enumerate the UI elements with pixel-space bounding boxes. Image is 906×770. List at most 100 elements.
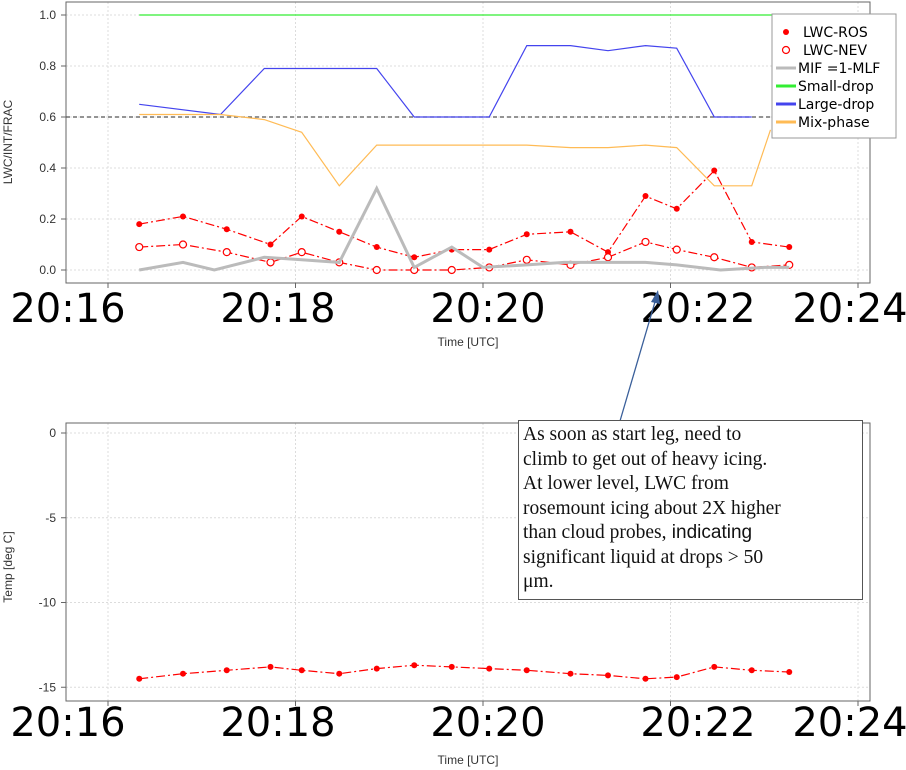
x-tick-label: 20:24: [792, 286, 906, 332]
legend-marker: [783, 29, 789, 35]
x-tick-label: 20:18: [220, 286, 335, 332]
arrow-shaft: [619, 294, 658, 422]
data-point-temp: [786, 668, 793, 675]
y-axis-title: Temp [deg C]: [1, 531, 15, 602]
data-point-temp: [223, 667, 230, 674]
y-tick-label: 1.0: [39, 8, 56, 22]
data-point-lwc-nev: [135, 242, 144, 252]
data-point-lwc-ros: [486, 246, 493, 253]
plot-frame: [65, 422, 871, 702]
series-line-mif-1-mlf: [138, 184, 790, 272]
y-tick-label: 0.0: [39, 263, 56, 277]
data-point-lwc-ros: [523, 231, 530, 238]
data-point-lwc-nev: [710, 253, 719, 262]
data-point-temp: [298, 667, 305, 674]
y-tick-label: 0.6: [39, 110, 56, 124]
data-point-temp: [180, 670, 186, 677]
legend-label: Mix-phase: [798, 115, 870, 131]
data-point-temp: [267, 663, 274, 670]
annotation-text: indicating: [666, 522, 753, 543]
data-point-lwc-ros: [373, 244, 380, 251]
data-point-lwc-ros: [642, 193, 649, 200]
y-tick-label: 0.2: [39, 212, 56, 226]
y-tick-label: 0: [49, 426, 56, 440]
annotation-line: rosemount icing about 2X higher: [523, 497, 781, 519]
data-point-lwc-ros: [180, 213, 186, 220]
y-tick-label: -5: [45, 511, 56, 525]
x-tick-label: 20:22: [640, 700, 755, 746]
annotation-line: At lower level, LWC from: [523, 473, 729, 494]
y-tick-label: 0.4: [39, 161, 56, 175]
y-tick-label: 0.8: [39, 59, 56, 73]
data-point-lwc-ros: [673, 205, 680, 212]
data-point-temp: [486, 665, 493, 672]
data-point-lwc-nev: [266, 258, 275, 267]
legend-box: [771, 13, 897, 139]
data-point-lwc-nev: [641, 237, 650, 247]
data-point-temp: [336, 670, 343, 677]
y-tick-label: -10: [39, 596, 57, 610]
legend: LWC-ROS LWC-NEV MIF =1-MLF Small-drop Large-…: [771, 13, 897, 139]
plot-frame: [65, 1, 871, 284]
data-point-temp: [136, 675, 143, 682]
x-axis-title: Time [UTC]: [438, 335, 499, 349]
data-point-temp: [567, 670, 574, 677]
legend-label: LWC-NEV: [803, 43, 868, 59]
data-point-temp: [605, 672, 611, 679]
x-tick-label: 20:20: [430, 286, 545, 332]
series-line-large-drop: [139, 44, 752, 118]
temperature-chart: 0 -5 -10 -15 20:16 20:18 20:20 20:22 20:24 Time […: [1, 422, 906, 767]
data-point-lwc-nev: [178, 240, 188, 249]
data-point-lwc-nev: [522, 255, 531, 264]
series-line-lwc-ros: [139, 169, 790, 258]
data-point-temp: [373, 665, 380, 672]
data-point-lwc-nev: [603, 253, 613, 262]
series-line-mix-phase: [139, 113, 772, 187]
legend-label: Small-drop: [798, 79, 874, 95]
x-axis-title: Time [UTC]: [438, 753, 499, 767]
data-point-lwc-ros: [748, 238, 755, 245]
series-line-temp: [139, 664, 790, 680]
legend-label: MIF =1-MLF: [798, 61, 880, 77]
annotation-line: than cloud probes, indicating: [523, 521, 856, 546]
data-point-lwc-nev: [447, 265, 456, 275]
data-point-temp: [673, 674, 680, 681]
annotation-line: climb to get out of heavy icing.: [523, 448, 768, 470]
data-point-lwc-ros: [336, 228, 343, 235]
annotation-line: As soon as start leg, need to: [523, 424, 742, 445]
data-point-lwc-nev: [222, 248, 231, 257]
annotation-line: μm.: [523, 571, 554, 592]
arrow-head: [651, 290, 660, 304]
data-point-lwc-ros: [711, 167, 718, 174]
data-point-temp: [642, 675, 649, 682]
annotation-arrow: [619, 290, 660, 422]
data-point-temp: [411, 662, 418, 669]
legend-marker: [781, 45, 791, 55]
y-tick-label: -15: [39, 680, 57, 694]
data-point-lwc-nev: [297, 248, 306, 257]
x-tick-label: 20:24: [792, 700, 906, 746]
legend-label: LWC-ROS: [803, 25, 868, 41]
data-point-lwc-ros: [223, 226, 230, 233]
y-axis-title: LWC/INT/FRAC: [1, 99, 15, 184]
data-point-lwc-ros: [567, 228, 574, 235]
annotation-text: than cloud probes,: [523, 522, 667, 543]
series-line-lwc-nev: [139, 241, 790, 271]
data-point-lwc-ros: [786, 244, 793, 251]
data-point-lwc-ros: [411, 254, 418, 261]
legend-label: Large-drop: [798, 97, 874, 113]
x-tick-label: 20:22: [640, 286, 755, 332]
data-point-lwc-nev: [372, 265, 381, 275]
data-point-lwc-ros: [298, 213, 305, 220]
x-tick-label: 20:16: [10, 700, 125, 746]
x-tick-label: 20:16: [10, 286, 125, 332]
x-tick-label: 20:18: [220, 700, 335, 746]
data-point-lwc-ros: [267, 241, 274, 248]
annotation-box: As soon as start leg, need to climb to g…: [518, 420, 863, 600]
lwc-chart: 0.0 0.2 0.4 0.6 0.8 1.0 20:16 20:18 20:20 20:22 20…: [1, 1, 906, 349]
x-tick-label: 20:20: [430, 700, 545, 746]
data-point-temp: [748, 667, 755, 674]
data-point-lwc-ros: [136, 221, 143, 228]
data-point-temp: [711, 663, 718, 670]
